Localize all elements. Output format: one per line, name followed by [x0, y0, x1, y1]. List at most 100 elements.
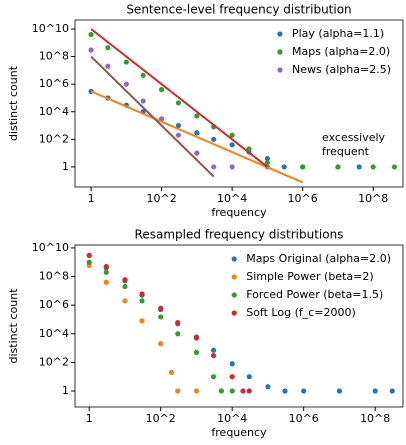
data-point: [105, 63, 111, 69]
data-point: [168, 369, 175, 375]
chart-title: Sentence-level frequency distribution: [126, 3, 351, 17]
axes-frame: [74, 19, 404, 188]
x-tick-label: 10^8: [358, 192, 388, 205]
y-tick-label: 10^4: [39, 105, 69, 118]
legend-label: Maps (alpha=2.0): [292, 45, 390, 58]
legend-marker: [277, 67, 283, 73]
chart-panel: Sentence-level frequency distribution fre…: [7, 3, 404, 219]
data-point: [194, 130, 200, 136]
data-point: [86, 259, 92, 265]
data-point: [336, 388, 343, 394]
data-point: [139, 298, 145, 304]
plot-area: [88, 28, 398, 184]
y-tick-label: 10^6: [39, 77, 69, 90]
legend-label: Soft Log (f_c=2000): [246, 306, 356, 319]
y-tick-label: 10^8: [39, 270, 69, 283]
data-point: [240, 388, 246, 394]
legend-marker: [277, 49, 283, 55]
fit-line: [90, 28, 269, 168]
data-point: [175, 100, 182, 106]
x-axis-label: frequency: [211, 426, 267, 439]
data-point: [356, 164, 362, 170]
x-tick-label: 10^2: [146, 192, 176, 205]
y-tick-label: 10^2: [39, 355, 69, 368]
data-point: [391, 164, 398, 170]
data-point: [140, 98, 146, 104]
legend-label: Simple Power (beta=2): [246, 270, 373, 283]
data-point: [103, 263, 109, 270]
legend-label: Maps Original (alpha=2.0): [246, 252, 391, 265]
data-point: [139, 291, 145, 297]
data-point: [211, 136, 217, 142]
data-point: [194, 150, 200, 156]
data-point: [158, 314, 164, 320]
data-point: [300, 164, 306, 170]
y-tick-label: 10^6: [39, 298, 69, 311]
x-tick-label: 1: [88, 192, 95, 205]
legend-marker: [277, 31, 283, 37]
x-tick-label: 1: [86, 412, 93, 425]
fit-line: [90, 55, 215, 178]
y-tick-label: 1: [62, 384, 69, 397]
y-axis-label: distinct count: [7, 65, 20, 141]
data-point: [372, 388, 378, 394]
data-point: [175, 388, 181, 394]
data-point: [301, 388, 307, 394]
data-point: [246, 374, 252, 380]
data-point: [389, 388, 395, 394]
data-point: [158, 305, 164, 311]
legend-marker: [231, 274, 237, 280]
data-point: [158, 341, 164, 347]
legend-marker: [231, 256, 237, 262]
legend-label: Play (alpha=1.1): [292, 27, 384, 40]
y-tick-label: 10^2: [39, 132, 69, 145]
data-point: [175, 320, 181, 326]
data-point: [175, 132, 182, 138]
data-point: [123, 59, 129, 65]
data-point: [86, 252, 92, 259]
data-point: [103, 279, 109, 285]
data-point: [246, 388, 252, 394]
data-point: [193, 349, 200, 355]
y-tick-label: 10^8: [39, 50, 69, 63]
data-point: [122, 283, 128, 290]
x-tick-label: 10^8: [360, 412, 390, 425]
data-point: [282, 388, 288, 394]
data-point: [218, 388, 225, 394]
data-point: [123, 81, 129, 87]
data-point: [88, 47, 94, 53]
y-tick-label: 10^10: [32, 241, 69, 254]
data-point: [229, 388, 235, 394]
data-point: [229, 132, 235, 138]
data-point: [103, 269, 109, 275]
annotation: frequent: [322, 145, 370, 158]
plot-area: [86, 252, 395, 394]
data-point: [210, 347, 217, 353]
legend-marker: [231, 292, 237, 298]
data-point: [175, 331, 181, 337]
x-tick-label: 10^4: [217, 192, 247, 205]
x-tick-label: 10^6: [288, 192, 318, 205]
data-point: [265, 384, 271, 390]
data-point: [193, 388, 200, 394]
data-point: [264, 156, 271, 162]
y-tick-label: 10^10: [32, 22, 69, 35]
x-tick-label: 10^6: [289, 412, 319, 425]
data-point: [210, 352, 217, 359]
y-tick-label: 1: [62, 160, 69, 173]
data-point: [140, 72, 146, 78]
data-point: [210, 374, 217, 380]
x-axis-label: frequency: [211, 206, 267, 219]
data-point: [122, 277, 128, 283]
data-point: [229, 374, 235, 380]
data-point: [335, 164, 341, 170]
data-point: [122, 298, 128, 304]
y-axis-label: distinct count: [7, 288, 20, 364]
legend-marker: [231, 310, 237, 316]
y-tick-label: 10^4: [39, 327, 69, 340]
data-point: [229, 164, 235, 170]
data-point: [193, 335, 200, 341]
x-tick-label: 10^4: [217, 412, 247, 425]
data-point: [105, 45, 111, 51]
